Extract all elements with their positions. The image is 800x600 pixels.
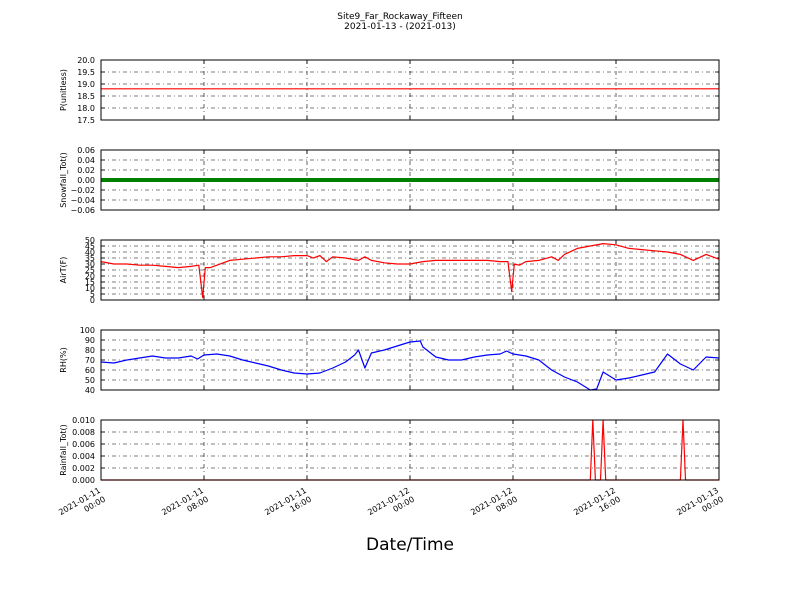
x-tick-label: 2021-01-1208:00	[469, 486, 519, 526]
y-tick-label: 0.000	[72, 476, 95, 485]
y-tick-label: 10	[85, 284, 95, 293]
plot-frame	[100, 149, 720, 211]
y-tick-label: 0.006	[72, 440, 95, 449]
chart-title: Site9_Far_Rockaway_Fifteen	[337, 12, 463, 22]
y-tick-label: 0.02	[77, 166, 95, 175]
y-tick-label: 19.5	[77, 68, 95, 77]
x-tick-label: 2021-01-1200:00	[366, 486, 416, 526]
y-tick-label: 100	[80, 326, 95, 335]
y-tick-label: 25	[85, 266, 95, 275]
y-tick-label: −0.04	[70, 196, 95, 205]
series-line	[100, 243, 720, 299]
y-tick-label: 30	[85, 260, 95, 269]
y-tick-label: 5	[90, 290, 95, 299]
plot-frame	[100, 329, 720, 391]
x-tick-label: 2021-01-1108:00	[160, 486, 210, 526]
y-tick-label: −0.02	[70, 186, 95, 195]
y-tick-label: 0	[90, 296, 95, 305]
y-tick-label: 20	[85, 272, 95, 281]
y-tick-label: 45	[85, 242, 95, 251]
panel-4: 0.000 0.002 0.004 0.006 0.008 0.010 Rainfall_T…	[59, 416, 720, 485]
y-tick-label: 0.06	[77, 146, 95, 155]
y-tick-label: 35	[85, 254, 95, 263]
y-tick-label: 40	[85, 386, 95, 395]
y-tick-label: 19.0	[77, 80, 95, 89]
y-tick-label: 90	[85, 336, 95, 345]
y-tick-label: 70	[85, 356, 95, 365]
y-tick-label: 0.04	[77, 156, 95, 165]
x-tick-label: 2021-01-1100:00	[57, 486, 107, 526]
panel-0: 17.5 18.0 18.5 19.0 19.5 20.0 P(unitless)	[59, 56, 720, 125]
x-tick-label: 2021-01-1116:00	[263, 486, 313, 526]
y-axis-label: RH(%)	[59, 347, 68, 372]
y-tick-label: 0.002	[72, 464, 95, 473]
y-tick-label: 0.008	[72, 428, 95, 437]
series-line	[100, 340, 720, 391]
x-tick-labels: 2021-01-1100:00 2021-01-1108:00 2021-01-11…	[57, 486, 725, 526]
panel-1: −0.06−0.04−0.020.000.020.040.06 Snowfall_…	[59, 146, 720, 215]
y-axis-label: Rainfall_Tot()	[59, 424, 68, 476]
plot-frame	[100, 419, 720, 481]
y-tick-label: 20.0	[77, 56, 95, 65]
chart-subtitle: 2021-01-13 - (2021-013)	[344, 22, 456, 32]
y-tick-label: 50	[85, 376, 95, 385]
y-tick-label: 40	[85, 248, 95, 257]
panels: 17.5 18.0 18.5 19.0 19.5 20.0 P(unitless) −0.06…	[59, 56, 720, 485]
y-tick-label: 17.5	[77, 116, 95, 125]
x-tick-label: 2021-01-1216:00	[572, 486, 622, 526]
x-axis-label: Date/Time	[366, 535, 454, 555]
y-tick-label: 80	[85, 346, 95, 355]
y-tick-label: 50	[85, 236, 95, 245]
y-axis-label: P(unitless)	[59, 69, 68, 111]
x-tick-label: 2021-01-1300:00	[675, 486, 725, 526]
y-tick-label: 18.0	[77, 104, 95, 113]
plot-frame	[100, 239, 720, 301]
y-axis-label: AirT(F)	[59, 257, 68, 284]
y-tick-label: 60	[85, 366, 95, 375]
y-tick-label: 15	[85, 278, 95, 287]
y-tick-label: 0.00	[77, 176, 95, 185]
y-tick-label: 0.004	[72, 452, 95, 461]
plot-frame	[100, 59, 720, 121]
y-tick-label: −0.06	[70, 206, 95, 215]
y-axis-label: Snowfall_Tot()	[59, 152, 68, 208]
y-tick-label: 18.5	[77, 92, 95, 101]
y-tick-label: 0.010	[72, 416, 95, 425]
